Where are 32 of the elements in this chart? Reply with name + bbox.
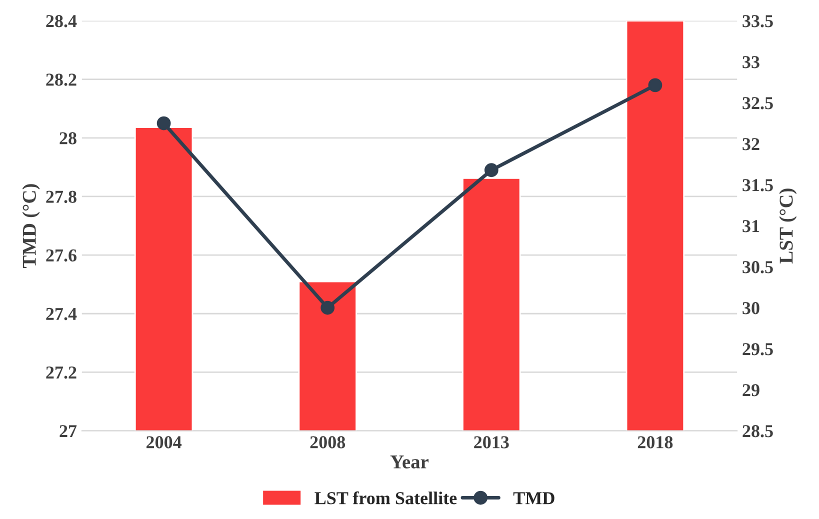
- y2-tick-label: 33: [742, 56, 760, 68]
- y-tick-label: 28.2: [46, 74, 76, 86]
- y-tick-label: 27: [60, 425, 77, 438]
- point: [648, 78, 662, 92]
- legend-label: TMD: [513, 492, 554, 504]
- y2-tick-label: 30: [742, 302, 760, 314]
- y2-tick-label: 32: [742, 138, 760, 150]
- y2-tick-label: 30.5: [742, 261, 773, 274]
- y2-axis-title: LST (°C): [779, 188, 797, 264]
- legend-label: LST from Satellite: [314, 491, 457, 504]
- y2-tick-label: 29.5: [742, 343, 773, 356]
- point: [156, 116, 171, 130]
- y-tick-label: 27.6: [46, 249, 77, 262]
- x-tick-label: 2008: [310, 436, 346, 448]
- x-tick-label: 2004: [146, 436, 182, 448]
- y2-tick-label: 32.5: [742, 97, 773, 110]
- y-tick-label: 27.4: [46, 308, 77, 320]
- y2-tick-label: 28.5: [742, 425, 773, 438]
- y-tick-label: 27.2: [46, 366, 76, 379]
- y-tick-label: 28.4: [46, 15, 77, 28]
- y-axis-title: TMD (°C): [22, 184, 40, 268]
- y2-tick-label: 31.5: [742, 179, 773, 192]
- x-tick-label: 2013: [474, 436, 509, 448]
- point: [484, 163, 498, 178]
- y2-tick-label: 33.5: [742, 15, 773, 28]
- x-axis-title: Year: [390, 456, 429, 468]
- point: [320, 300, 335, 315]
- y2-tick-label: 31: [742, 220, 760, 232]
- y-tick-label: 28: [60, 132, 76, 144]
- y-tick-label: 27.8: [46, 190, 76, 203]
- y2-tick-label: 29: [742, 384, 760, 396]
- x-tick-label: 2018: [638, 436, 673, 448]
